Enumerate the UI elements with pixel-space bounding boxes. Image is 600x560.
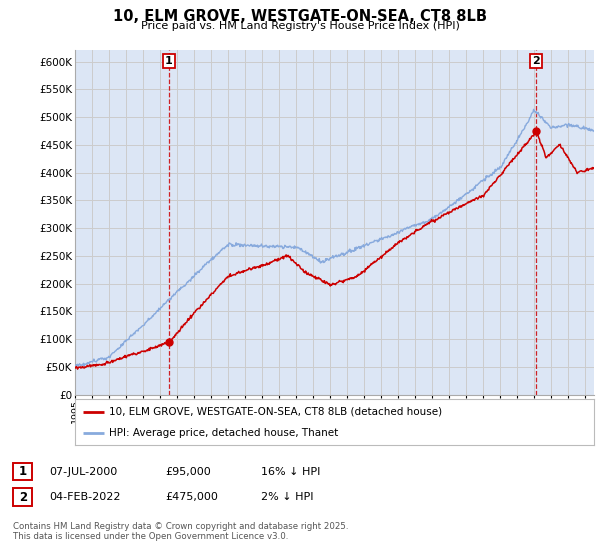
Text: 04-FEB-2022: 04-FEB-2022 bbox=[49, 492, 121, 502]
Text: Contains HM Land Registry data © Crown copyright and database right 2025.
This d: Contains HM Land Registry data © Crown c… bbox=[13, 522, 349, 542]
Text: HPI: Average price, detached house, Thanet: HPI: Average price, detached house, Than… bbox=[109, 428, 338, 438]
Text: 10, ELM GROVE, WESTGATE-ON-SEA, CT8 8LB (detached house): 10, ELM GROVE, WESTGATE-ON-SEA, CT8 8LB … bbox=[109, 407, 442, 417]
Text: 07-JUL-2000: 07-JUL-2000 bbox=[49, 466, 118, 477]
Text: 2: 2 bbox=[19, 491, 27, 504]
Text: 1: 1 bbox=[165, 55, 173, 66]
Text: 2: 2 bbox=[532, 55, 540, 66]
Text: 2% ↓ HPI: 2% ↓ HPI bbox=[261, 492, 314, 502]
Text: £95,000: £95,000 bbox=[165, 466, 211, 477]
Text: Price paid vs. HM Land Registry's House Price Index (HPI): Price paid vs. HM Land Registry's House … bbox=[140, 21, 460, 31]
Text: 10, ELM GROVE, WESTGATE-ON-SEA, CT8 8LB: 10, ELM GROVE, WESTGATE-ON-SEA, CT8 8LB bbox=[113, 9, 487, 24]
Text: 1: 1 bbox=[19, 465, 27, 478]
Text: £475,000: £475,000 bbox=[165, 492, 218, 502]
Text: 16% ↓ HPI: 16% ↓ HPI bbox=[261, 466, 320, 477]
